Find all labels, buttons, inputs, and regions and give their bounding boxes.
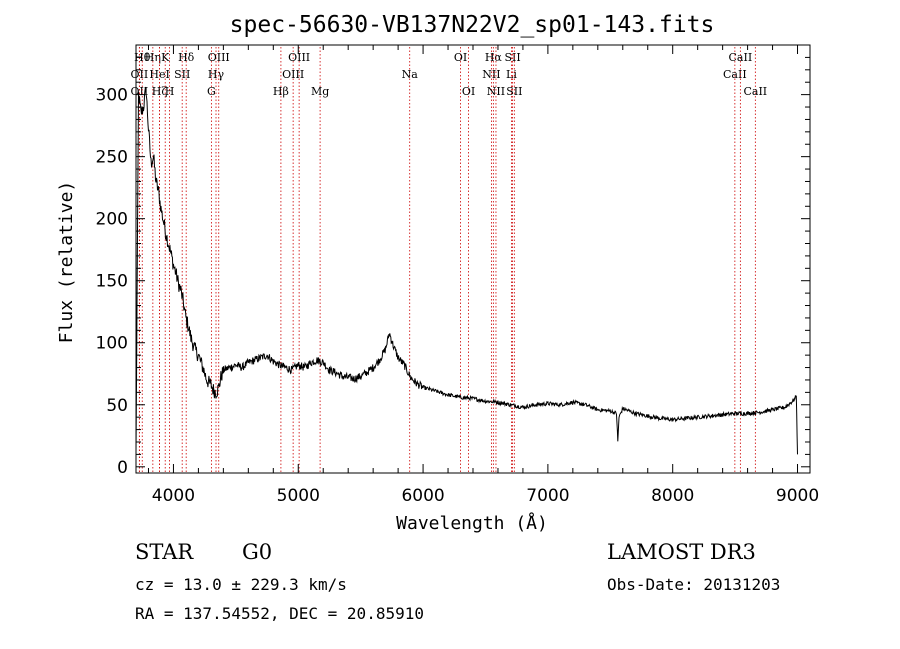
- y-tick-label: 150: [96, 272, 128, 292]
- line-label: Hβ: [273, 85, 289, 98]
- line-label: Hγ: [208, 68, 225, 81]
- line-label: OIII: [288, 51, 310, 64]
- x-tick-label: 7000: [526, 486, 569, 506]
- object-subclass: G0: [242, 540, 273, 564]
- line-label: H: [165, 85, 175, 98]
- x-tick-label: 5000: [277, 486, 320, 506]
- line-label: OII: [131, 68, 149, 81]
- line-label: OI: [462, 85, 475, 98]
- y-tick-label: 100: [96, 334, 128, 354]
- observation-date: Obs-Date: 20131203: [607, 575, 781, 594]
- line-label: Hθ: [134, 51, 151, 64]
- object-class: STAR: [135, 540, 194, 564]
- y-axis: 0 50 100 150 200 250 300: [96, 56, 810, 478]
- line-label: Hη: [145, 51, 161, 64]
- line-label: OIII: [208, 51, 230, 64]
- line-label: HeI: [149, 68, 169, 81]
- line-label: CaII: [743, 85, 767, 98]
- line-label: CaII: [723, 68, 747, 81]
- line-label: Na: [402, 68, 419, 81]
- line-label: Li: [506, 68, 517, 81]
- plot-frame: [135, 44, 811, 474]
- x-axis: 4000 5000 6000 7000 8000 9000: [147, 45, 819, 506]
- y-tick-label: 300: [96, 86, 128, 106]
- x-tick-label: 8000: [651, 486, 694, 506]
- line-label: Hζ: [152, 85, 168, 98]
- line-label: CaII: [729, 51, 753, 64]
- y-tick-label: 200: [96, 210, 128, 230]
- y-tick-label: 50: [106, 396, 128, 416]
- line-label: NII: [487, 85, 505, 98]
- x-tick-label: 9000: [776, 486, 819, 506]
- emission-line-markers: OIIHθOIIHηHeIHζKHSIIHδGHγOIIIHβOIIIOIIIM…: [131, 47, 767, 473]
- survey-name: LAMOST DR3: [607, 540, 756, 564]
- line-label: Hα: [485, 51, 503, 64]
- x-tick-label: 4000: [152, 486, 195, 506]
- line-label: G: [207, 85, 216, 98]
- line-label: OI: [454, 51, 467, 64]
- line-label: OIII: [282, 68, 304, 81]
- y-tick-label: 0: [117, 458, 128, 478]
- line-label: Mg: [311, 85, 329, 98]
- x-axis-label: Wavelength (Å): [396, 512, 548, 534]
- ra-dec-coordinates: RA = 137.54552, DEC = 20.85910: [135, 604, 424, 623]
- line-label: SII: [174, 68, 190, 81]
- redshift-cz: cz = 13.0 ± 229.3 km/s: [135, 575, 347, 594]
- line-label: K: [161, 51, 170, 64]
- line-label: Hδ: [178, 51, 195, 64]
- line-label: SII: [504, 51, 520, 64]
- x-tick-label: 6000: [401, 486, 444, 506]
- y-tick-label: 250: [96, 148, 128, 168]
- chart-title: spec-56630-VB137N22V2_sp01-143.fits: [230, 12, 715, 38]
- line-label: SII: [506, 85, 522, 98]
- line-label: NII: [482, 68, 500, 81]
- y-axis-label: Flux (relative): [56, 181, 77, 344]
- spectrum-line: [135, 86, 798, 455]
